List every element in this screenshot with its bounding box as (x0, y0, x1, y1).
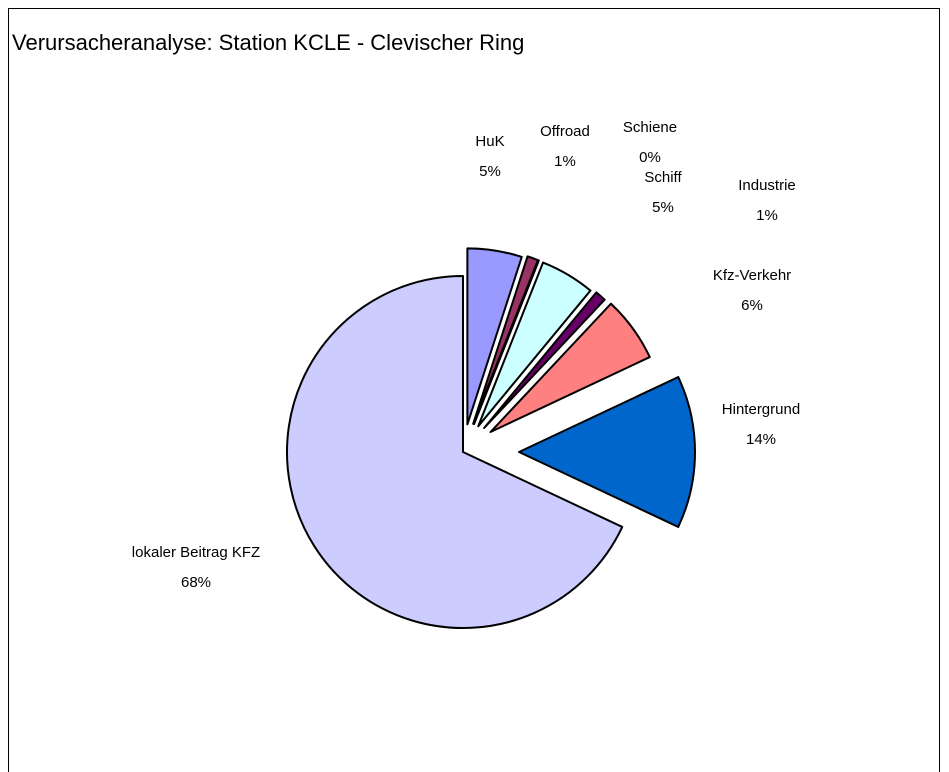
pie-slice (483, 291, 606, 429)
slice-label: Hintergrund (722, 401, 800, 418)
slice-value-label: 14% (746, 431, 776, 448)
slice-value-label: 5% (479, 163, 501, 180)
slice-value-label: 1% (756, 207, 778, 224)
slice-label: lokaler Beitrag KFZ (132, 544, 260, 561)
slice-value-label: 1% (554, 153, 576, 170)
pie-slice (466, 247, 523, 426)
slice-label: Industrie (738, 177, 796, 194)
slice-value-label: 5% (652, 199, 674, 216)
pie-slice (489, 302, 651, 434)
slice-label: Schiene (623, 119, 677, 136)
pie-slice (473, 259, 540, 426)
slice-label: Schiff (644, 169, 682, 186)
slice-label: Offroad (540, 123, 590, 140)
slice-value-label: 68% (181, 574, 211, 591)
pie-slice (518, 376, 696, 528)
pie-slice (477, 261, 592, 428)
pie-slice (286, 275, 624, 629)
slice-label: HuK (475, 133, 504, 150)
slice-value-label: 0% (639, 149, 661, 166)
slice-label: Kfz-Verkehr (713, 267, 791, 284)
chart-title: Verursacheranalyse: Station KCLE - Clevi… (12, 30, 524, 55)
slice-value-label: 6% (741, 297, 763, 314)
